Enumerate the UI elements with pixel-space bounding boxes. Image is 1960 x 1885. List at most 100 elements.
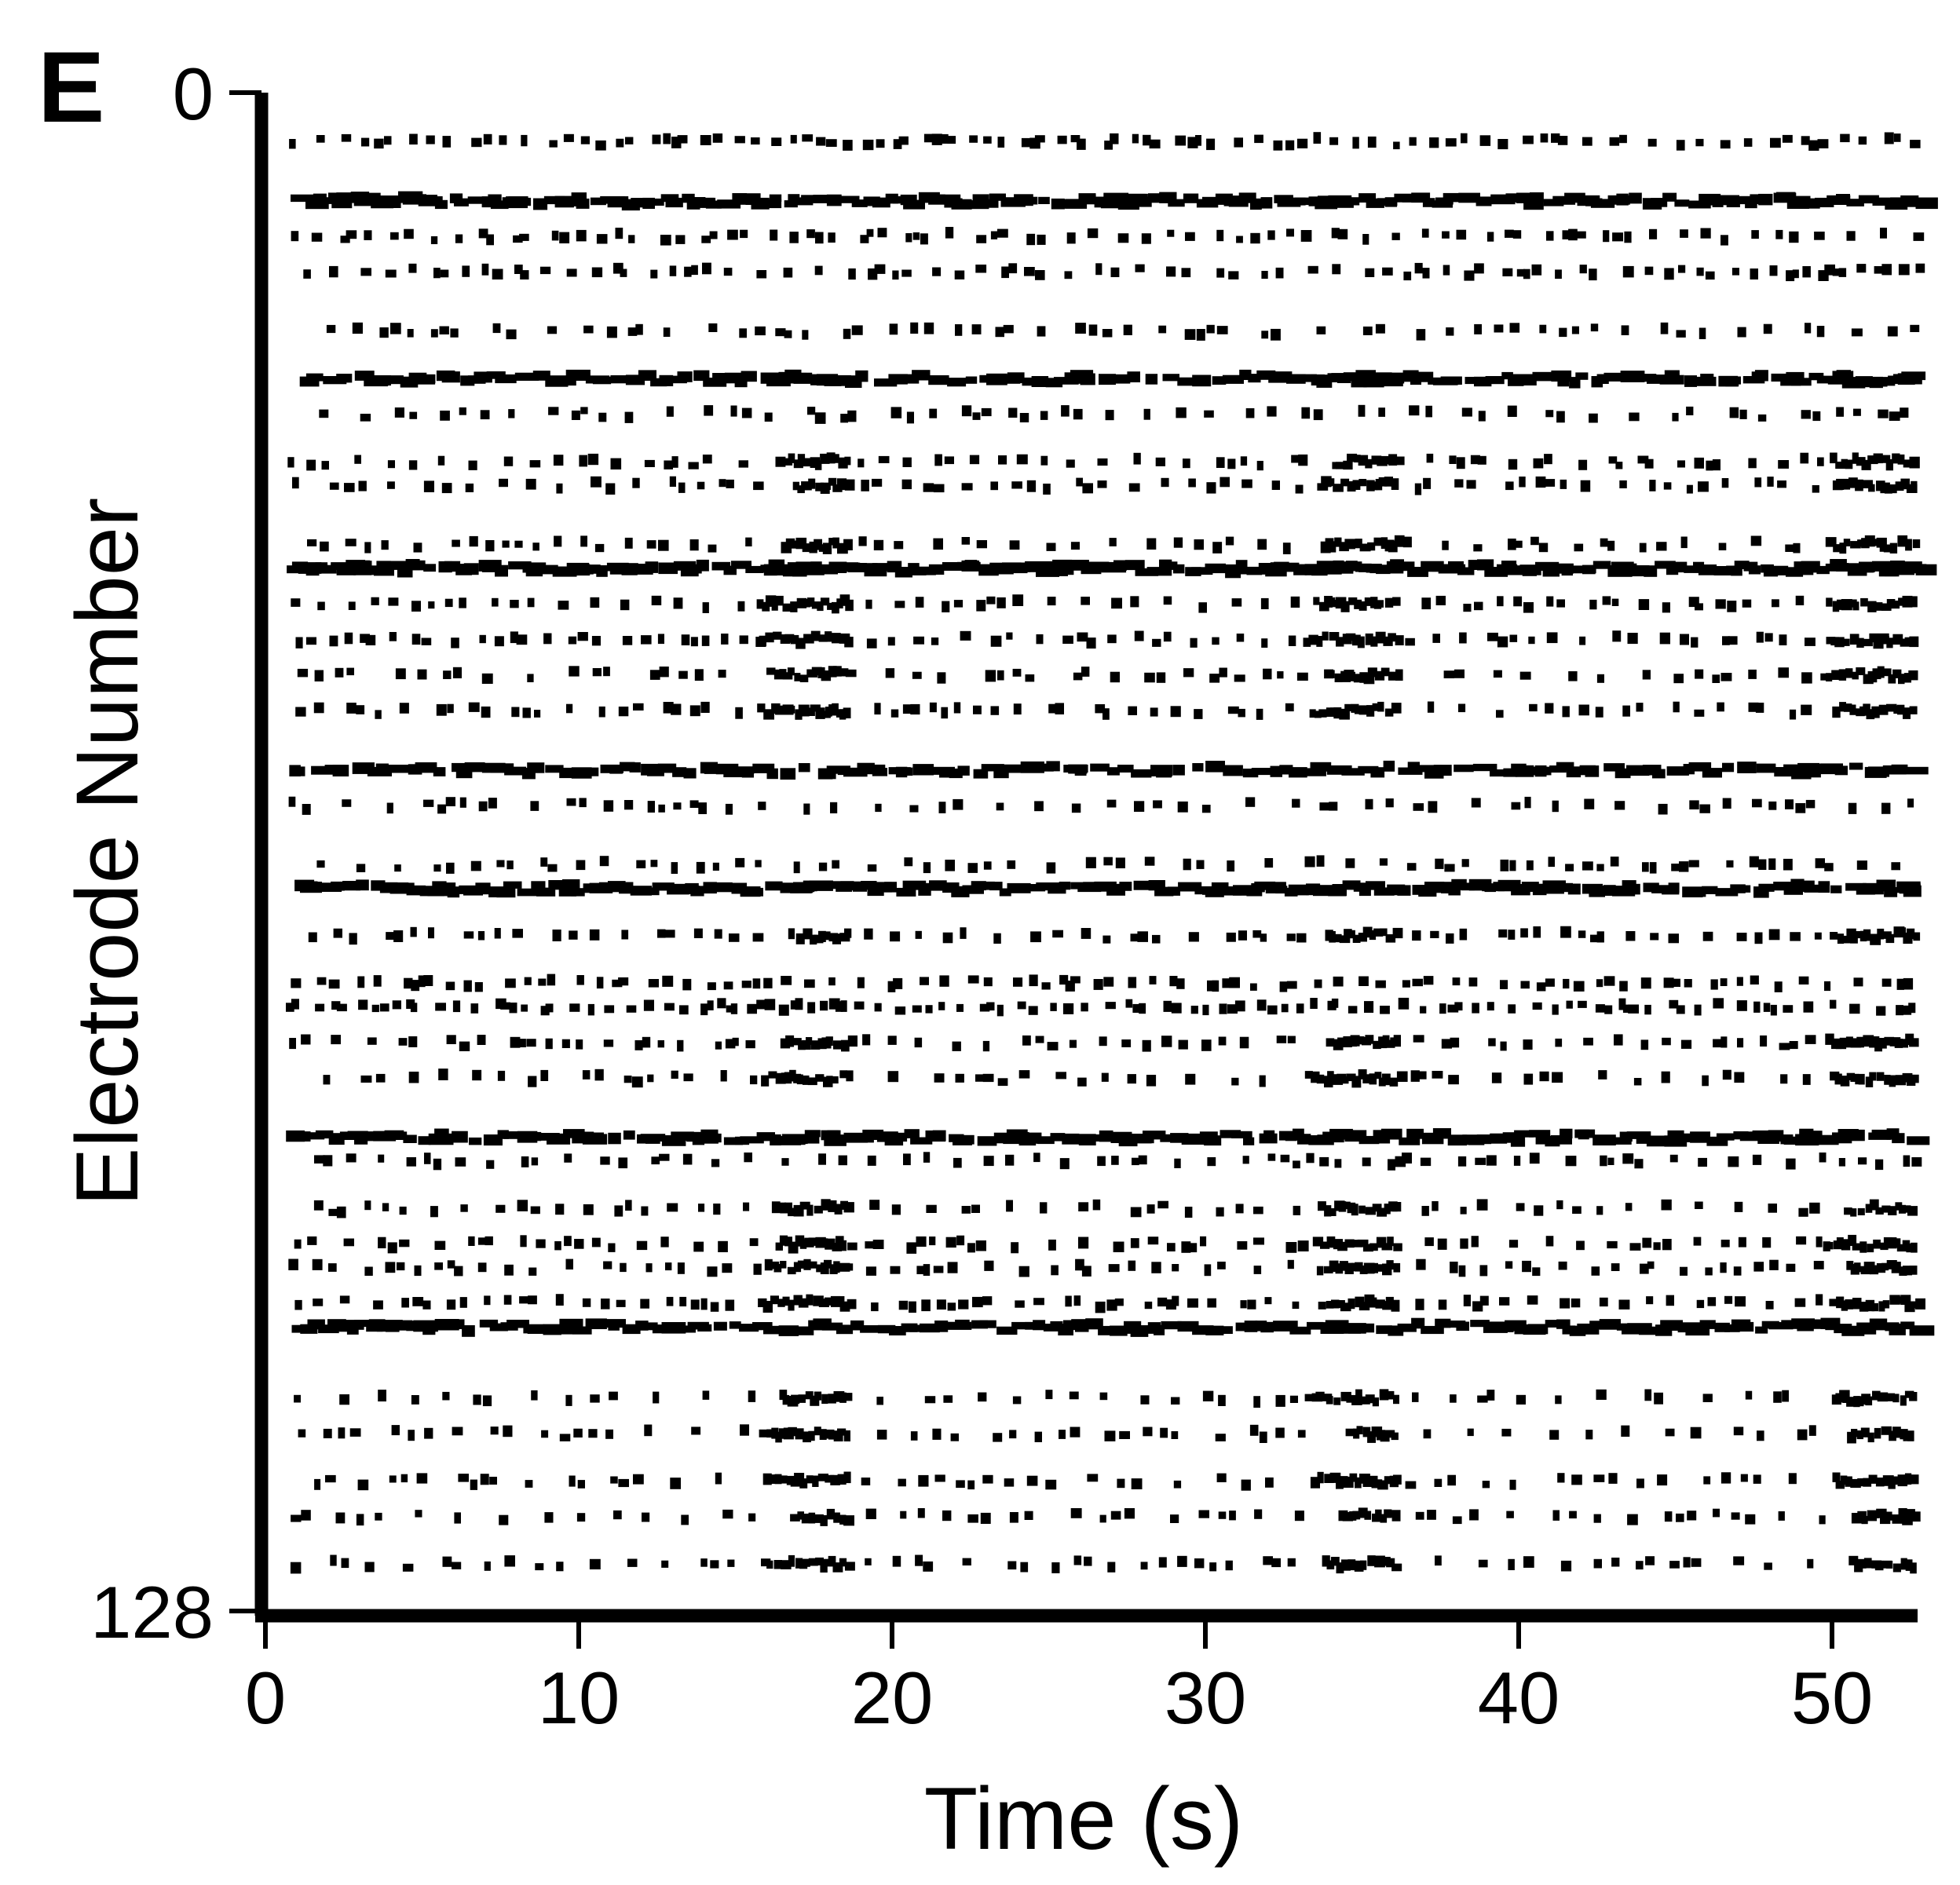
spike-mark (804, 979, 815, 988)
spike-mark (583, 1204, 594, 1215)
spike-mark (839, 1392, 847, 1403)
spike-mark (436, 703, 447, 716)
spike-mark (1267, 1153, 1276, 1161)
spike-mark (721, 634, 729, 645)
spike-mark (298, 1429, 306, 1437)
spike-mark (898, 1478, 906, 1487)
spike-mark (1369, 1262, 1378, 1273)
spike-mark (1237, 1241, 1248, 1250)
spike-mark (604, 1005, 615, 1014)
spike-mark (1253, 1396, 1260, 1408)
spike-mark (765, 881, 783, 891)
spike-mark (510, 631, 518, 644)
spike-mark (1239, 1036, 1249, 1049)
spike-mark (1660, 1320, 1683, 1331)
spike-mark (535, 1563, 544, 1571)
spike-mark (1293, 1205, 1300, 1215)
spike-mark (641, 1206, 649, 1216)
spike-mark (423, 480, 434, 492)
spike-mark (1423, 477, 1432, 489)
spike-mark (443, 670, 452, 679)
spike-mark (1285, 140, 1295, 151)
spike-mark (1689, 800, 1699, 809)
spike-mark (1900, 1039, 1908, 1048)
spike-mark (1070, 1508, 1082, 1518)
spike-mark (1885, 933, 1895, 944)
spike-mark (360, 1075, 372, 1083)
spike-mark (1881, 668, 1892, 677)
spike-mark (434, 1128, 449, 1140)
spike-mark (1242, 769, 1259, 778)
spike-mark (752, 933, 764, 942)
spike-mark (1509, 634, 1518, 642)
spike-mark (340, 236, 350, 243)
spike-mark (1602, 596, 1611, 605)
spike-mark (1302, 768, 1326, 776)
spike-mark (590, 1394, 600, 1403)
spike-mark (1001, 266, 1009, 279)
spike-mark (784, 1072, 791, 1082)
spike-mark (763, 977, 773, 988)
spike-mark (1900, 1395, 1907, 1406)
spike-mark (492, 269, 503, 279)
spike-mark (294, 1394, 301, 1403)
spike-mark (1869, 1265, 1879, 1275)
spike-mark (1596, 931, 1604, 943)
spike-mark (821, 1322, 843, 1331)
spike-mark (1671, 864, 1680, 871)
spike-mark (690, 886, 704, 897)
spike-mark (1902, 1072, 1913, 1083)
spike-mark (834, 1296, 845, 1304)
spike-mark (514, 540, 523, 548)
spike-mark (1500, 859, 1509, 871)
spike-mark (1498, 929, 1508, 938)
spike-mark (1058, 566, 1074, 575)
spike-mark (982, 1474, 993, 1484)
spike-mark (543, 195, 565, 205)
spike-mark (708, 544, 717, 553)
spike-mark (847, 410, 857, 422)
spike-mark (1832, 601, 1840, 612)
spike-mark (1911, 1242, 1918, 1253)
spike-mark (958, 1299, 969, 1310)
spike-mark (1875, 602, 1883, 611)
spike-mark (1505, 1261, 1513, 1269)
spike-mark (442, 136, 452, 148)
spike-mark (1826, 597, 1833, 607)
spike-mark (573, 1428, 583, 1437)
spike-mark (1508, 458, 1518, 470)
spike-mark (1326, 1560, 1335, 1569)
spike-mark (770, 229, 778, 241)
spike-mark (1867, 1244, 1874, 1253)
spike-mark (319, 409, 329, 418)
spike-mark (413, 542, 422, 553)
spike-mark (1850, 1478, 1861, 1489)
spike-mark (1763, 323, 1772, 334)
spike-mark (1131, 769, 1152, 778)
spike-mark (1702, 1075, 1709, 1087)
spike-mark (1264, 858, 1274, 868)
spike-mark (828, 977, 836, 986)
spike-mark (691, 265, 698, 276)
spike-mark (1297, 1240, 1309, 1251)
spike-mark (645, 561, 659, 573)
spike-mark (486, 234, 494, 246)
spike-mark (336, 1003, 347, 1012)
spike-mark (1809, 1202, 1820, 1214)
spike-mark (508, 409, 515, 418)
spike-mark (1143, 1131, 1166, 1140)
spike-mark (1287, 1259, 1294, 1269)
spike-mark (956, 1003, 964, 1012)
spike-mark (565, 1258, 573, 1269)
spike-mark (1360, 1560, 1367, 1570)
spike-mark (289, 1038, 296, 1050)
spike-mark (1687, 1511, 1697, 1521)
spike-mark (1892, 1514, 1903, 1524)
spike-raster (286, 132, 1938, 1574)
spike-mark (1059, 974, 1069, 985)
spike-mark (990, 706, 1000, 715)
spike-mark (1908, 1474, 1919, 1485)
spike-mark (938, 802, 946, 813)
spike-mark (1307, 265, 1318, 274)
spike-mark (1830, 932, 1838, 940)
